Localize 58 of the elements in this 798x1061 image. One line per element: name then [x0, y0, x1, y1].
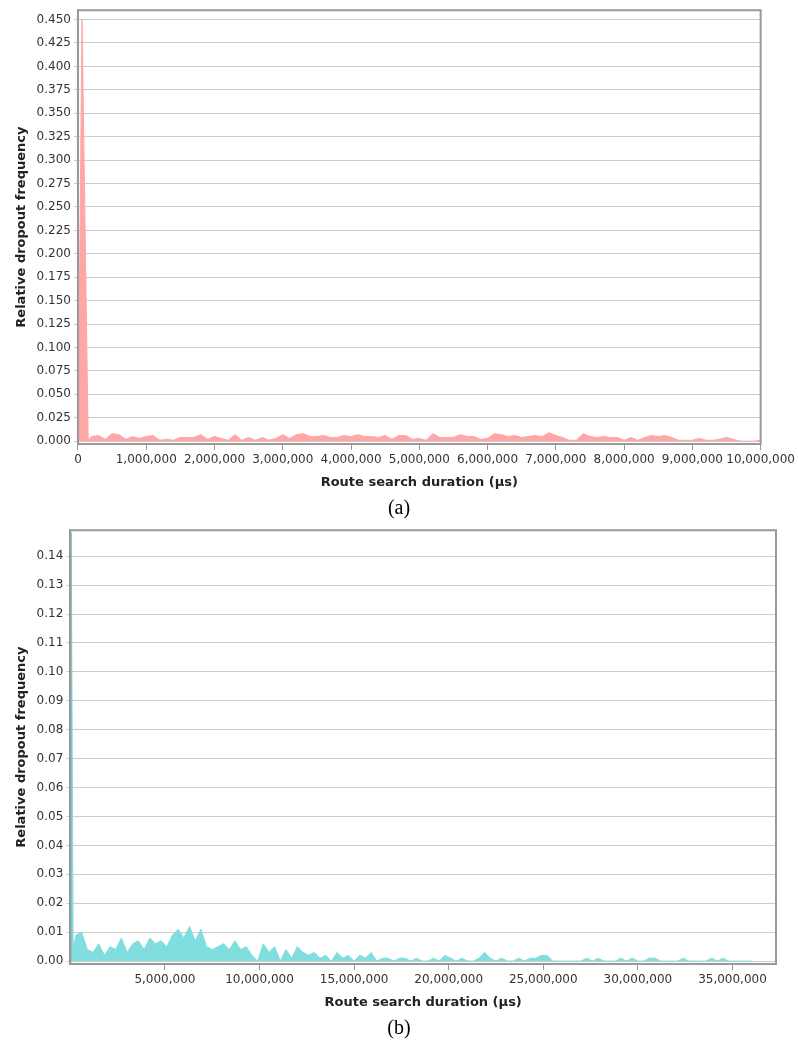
y-tick-label: 0.11 [36, 635, 64, 650]
x-tick-label: 1,000,000 [115, 452, 177, 467]
y-tick-label: 0.13 [36, 577, 64, 592]
y-tick-label: 0.350 [36, 105, 71, 120]
x-tick-label: 9,000,000 [661, 452, 723, 467]
y-tick-label: 0.125 [36, 316, 71, 331]
x-tick-label: 4,000,000 [320, 452, 382, 467]
x-tick-label: 8,000,000 [593, 452, 655, 467]
x-tick-label: 6,000,000 [457, 452, 519, 467]
y-tick-label: 0.375 [36, 81, 71, 96]
y-tick-label: 0.175 [36, 269, 71, 284]
y-tick-label: 0.02 [36, 895, 64, 910]
x-tick-label: 10,000,000 [726, 452, 796, 467]
y-tick-label: 0.000 [36, 433, 71, 448]
x-tick-label: 25,000,000 [508, 972, 578, 987]
x-tick-label: 5,000,000 [134, 972, 196, 987]
y-tick-label: 0.07 [36, 750, 64, 765]
x-tick-label: 0 [74, 452, 82, 467]
y-tick-label: 0.425 [36, 35, 71, 50]
x-tick-label: 35,000,000 [698, 972, 767, 987]
y-axis-title: Relative dropout frequency [13, 126, 29, 328]
x-axis-title: Route search duration (µs) [320, 473, 518, 489]
y-tick-label: 0.03 [36, 866, 64, 881]
x-tick-label: 5,000,000 [388, 452, 450, 467]
y-tick-label: 0.025 [36, 409, 71, 424]
y-tick-label: 0.01 [36, 924, 64, 939]
y-tick-label: 0.250 [36, 199, 71, 214]
y-tick-label: 0.10 [36, 664, 64, 679]
x-tick-label: 10,000,000 [225, 972, 294, 987]
y-tick-label: 0.05 [36, 808, 64, 823]
y-tick-label: 0.450 [36, 11, 71, 26]
y-tick-label: 0.400 [36, 58, 71, 73]
x-axis-title: Route search duration (µs) [324, 993, 522, 1009]
y-tick-label: 0.04 [36, 837, 64, 852]
text: (a) [386, 495, 412, 520]
x-tick-label: 20,000,000 [414, 972, 484, 987]
y-tick-label: 0.06 [36, 779, 64, 794]
x-tick-label: 30,000,000 [603, 972, 673, 987]
y-tick-label: 0.08 [36, 721, 64, 736]
y-axis-title: Relative dropout frequency [13, 646, 29, 848]
x-tick-label: 7,000,000 [525, 452, 587, 467]
y-tick-label: 0.12 [36, 606, 64, 621]
x-tick-label: 2,000,000 [183, 452, 246, 467]
y-tick-label: 0.14 [36, 548, 64, 563]
y-tick-label: 0.050 [36, 386, 71, 401]
x-tick-label: 3,000,000 [252, 452, 314, 467]
y-tick-label: 0.09 [36, 692, 64, 707]
y-tick-label: 0.075 [36, 363, 71, 378]
y-tick-label: 0.00 [36, 953, 64, 968]
y-tick-label: 0.300 [36, 152, 71, 167]
y-tick-label: 0.150 [36, 292, 71, 307]
y-tick-label: 0.275 [36, 175, 71, 190]
y-tick-label: 0.225 [36, 222, 71, 237]
y-tick-label: 0.200 [36, 245, 71, 260]
y-tick-label: 0.100 [36, 339, 71, 354]
y-tick-label: 0.325 [36, 128, 71, 143]
x-tick-label: 15,000,000 [319, 972, 389, 987]
text: (b) [386, 1015, 412, 1040]
